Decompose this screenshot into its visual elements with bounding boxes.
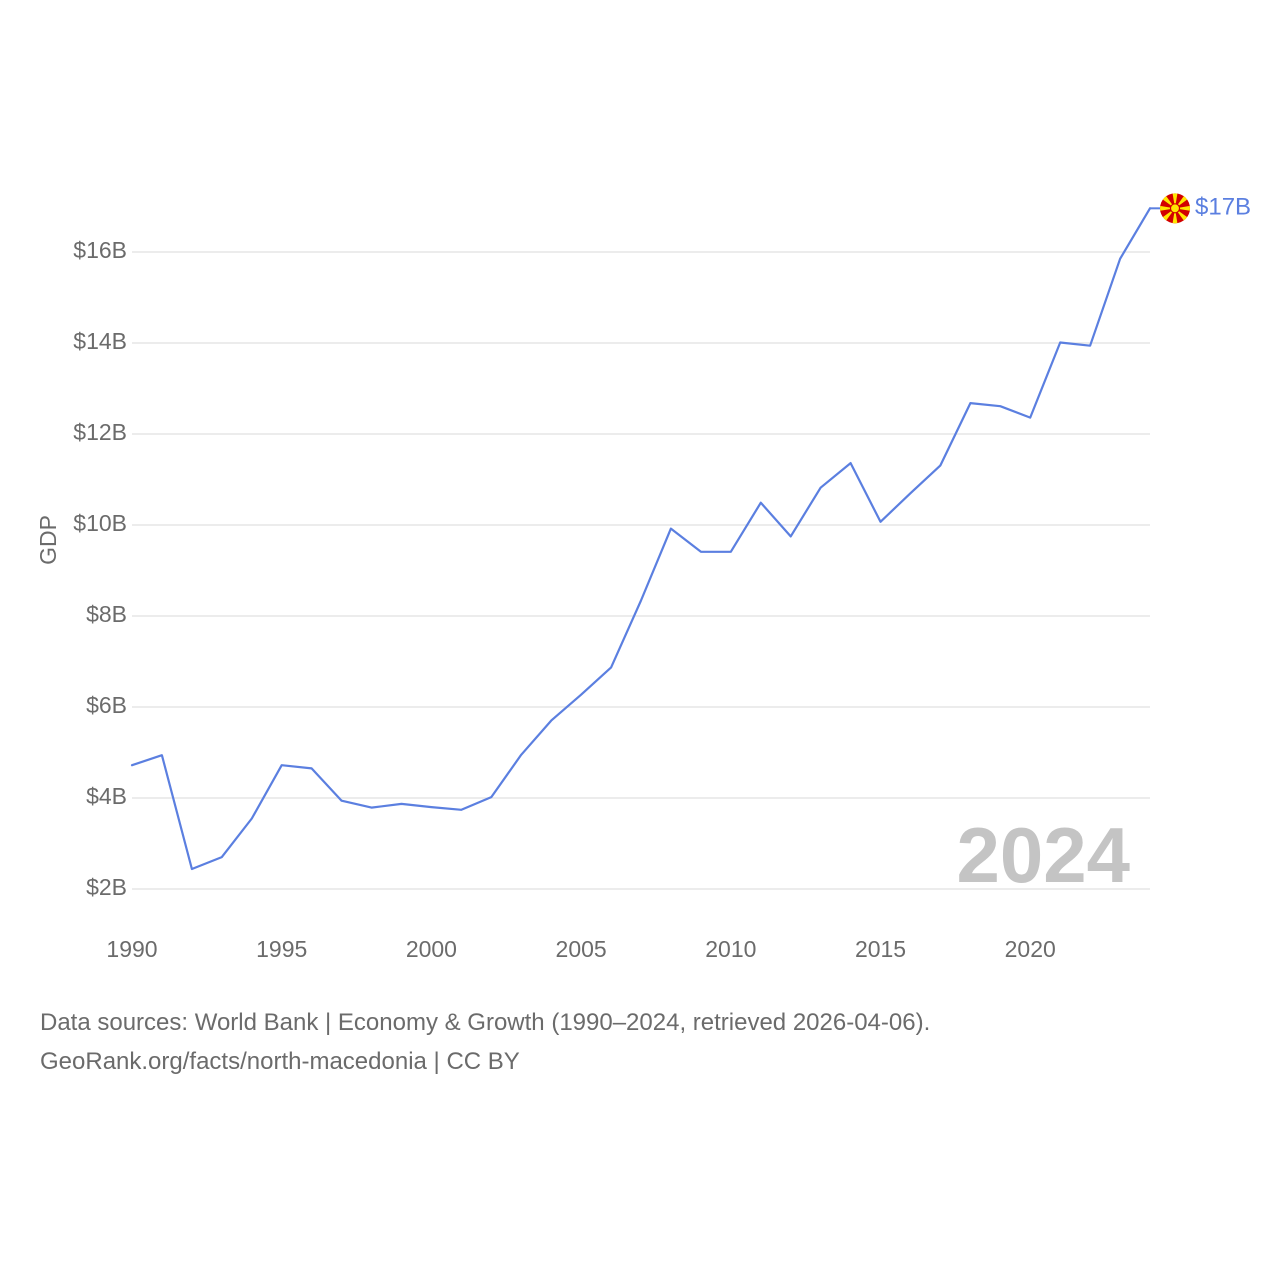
north-macedonia-flag-icon [1160, 193, 1190, 224]
y-tick-label: $14B [73, 328, 127, 354]
x-tick-label: 2020 [1005, 936, 1056, 962]
x-tick-label: 2005 [556, 936, 607, 962]
y-tick-label: $4B [86, 783, 127, 809]
y-tick-label: $12B [73, 419, 127, 445]
x-tick-label: 2010 [705, 936, 756, 962]
data-sources-footer: Data sources: World Bank | Economy & Gro… [40, 1003, 930, 1081]
x-tick-label: 2015 [855, 936, 906, 962]
x-tick-label: 1990 [106, 936, 157, 962]
y-tick-label: $6B [86, 692, 127, 718]
y-tick-label: $2B [86, 874, 127, 900]
y-axis-title: GDP [35, 515, 61, 565]
y-tick-label: $16B [73, 237, 127, 263]
end-value-label: $17B [1195, 194, 1251, 221]
year-watermark: 2024 [956, 811, 1130, 899]
x-axis-ticks: 1990 1995 2000 2005 2010 2015 2020 [106, 936, 1055, 962]
gdp-line-chart: $2B $4B $6B $8B $10B $12B $14B $16B 1990 1995 200… [35, 193, 1251, 962]
y-tick-label: $10B [73, 510, 127, 536]
footer-sources-line: Data sources: World Bank | Economy & Gro… [40, 1009, 931, 1036]
gridlines [132, 251, 1150, 890]
series-line-gdp [130, 207, 1152, 871]
footer-attribution-line[interactable]: GeoRank.org/facts/north-macedonia | CC B… [40, 1048, 520, 1075]
x-tick-label: 2000 [406, 936, 457, 962]
y-tick-label: $8B [86, 601, 127, 627]
series-group [130, 207, 1152, 871]
x-tick-label: 1995 [256, 936, 307, 962]
y-axis-ticks: $2B $4B $6B $8B $10B $12B $14B $16B [73, 237, 127, 900]
end-marker: $17B [1150, 193, 1251, 224]
